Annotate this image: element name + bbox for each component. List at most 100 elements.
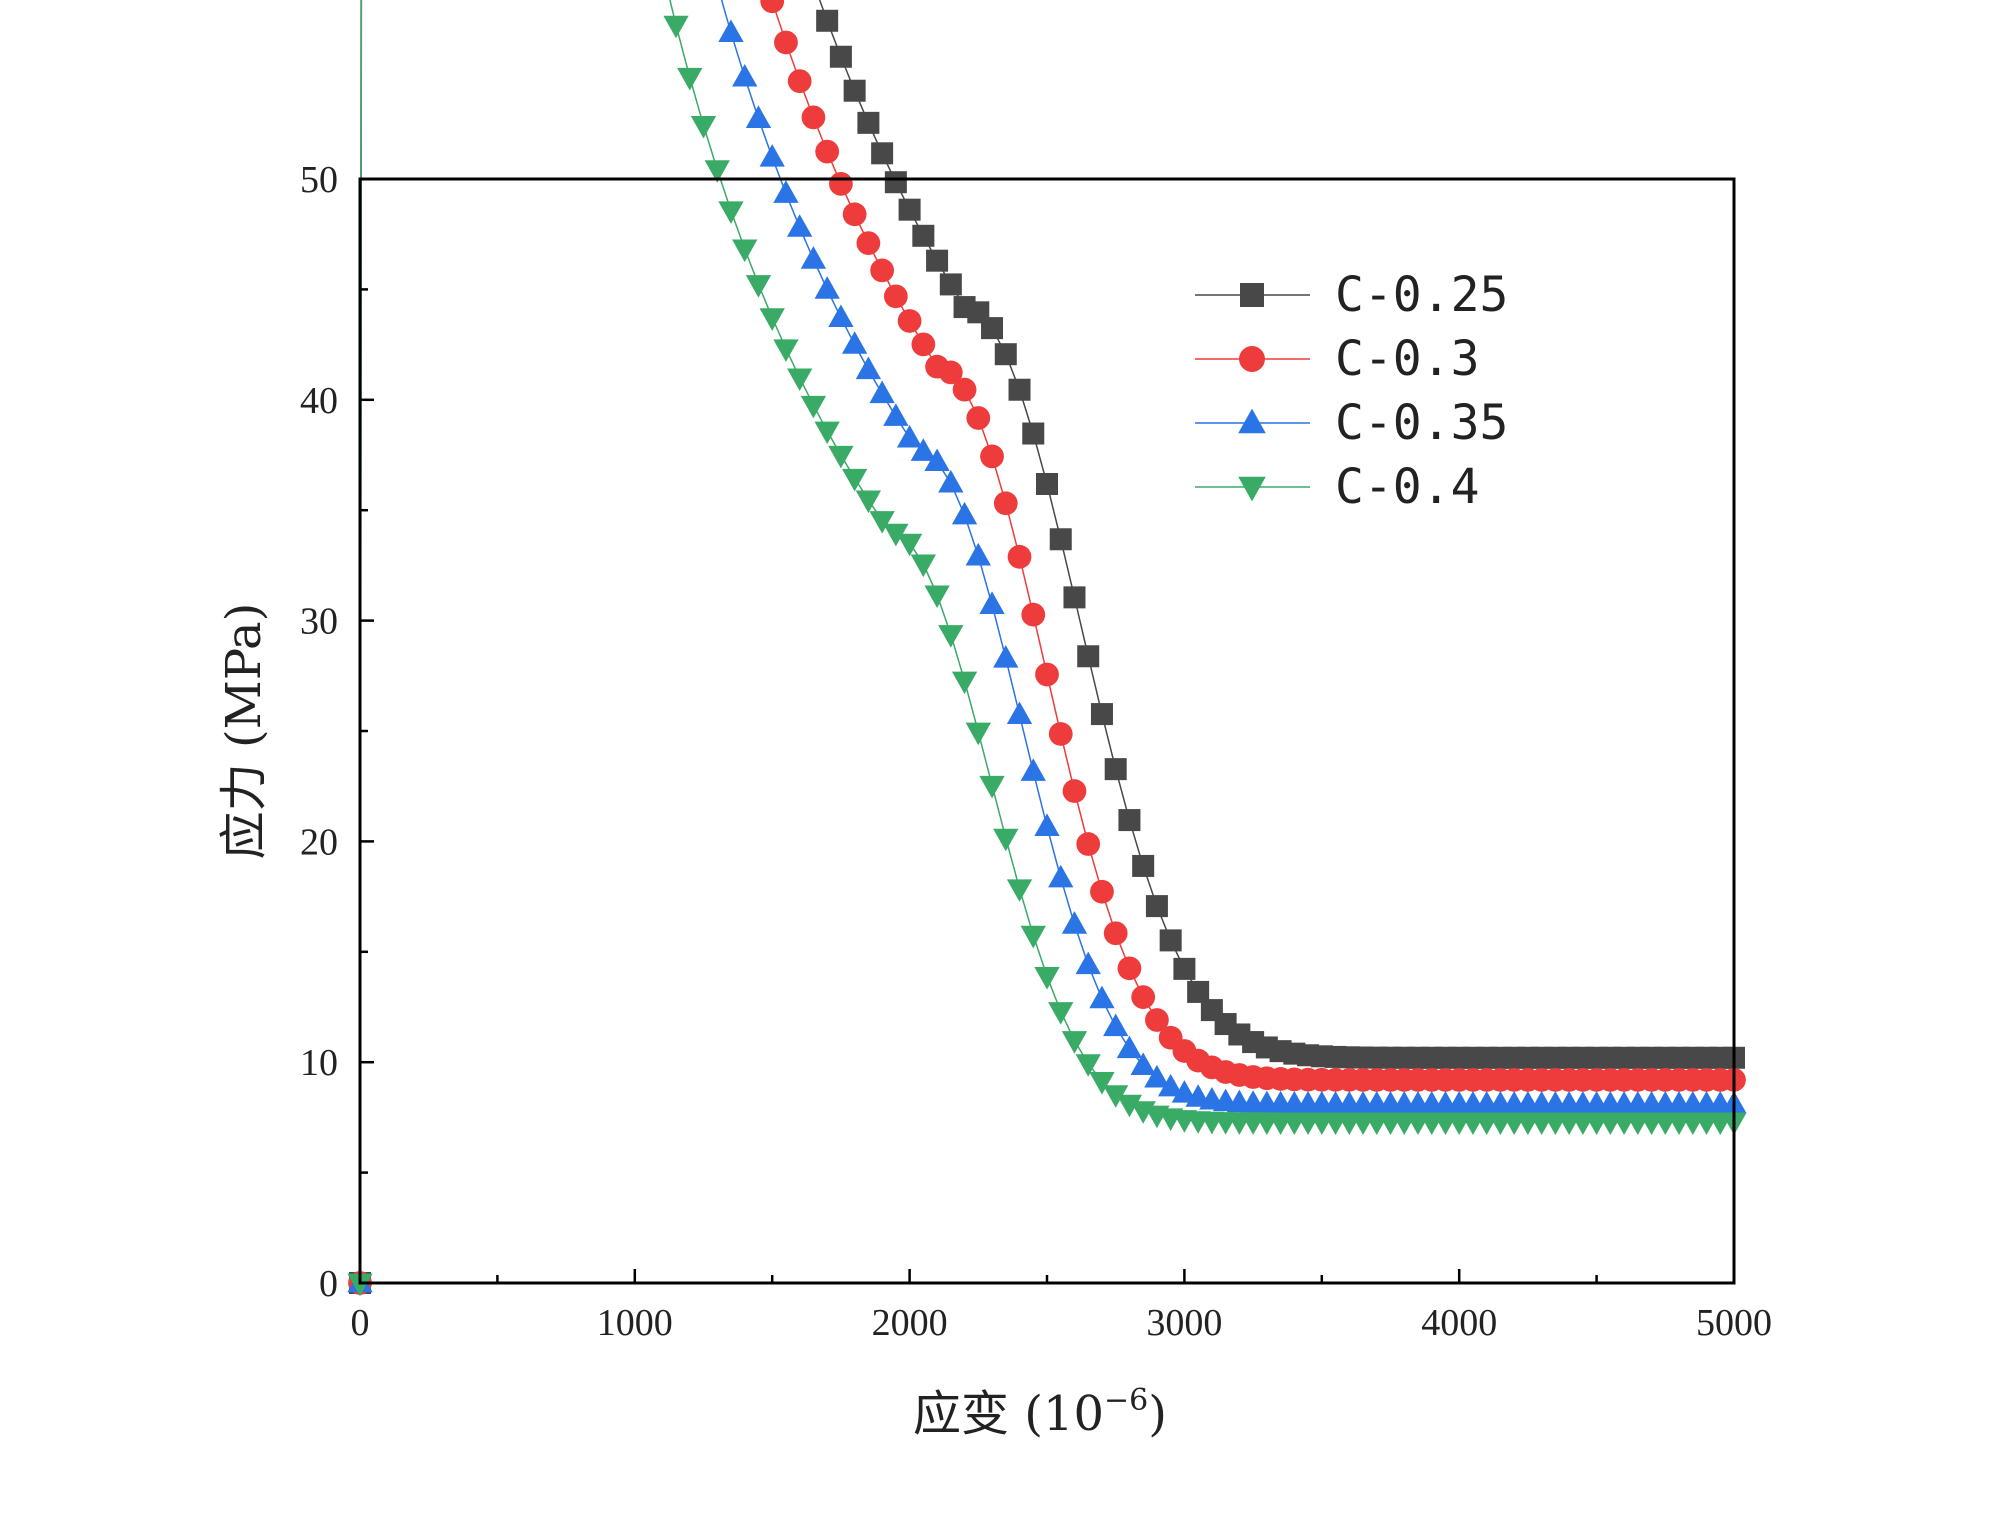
data-point <box>1132 854 1155 877</box>
data-point <box>774 30 798 55</box>
data-point <box>1061 911 1088 934</box>
legend-label: C-0.4 <box>1335 459 1480 515</box>
data-point <box>897 309 922 333</box>
data-point <box>1131 985 1156 1010</box>
data-point <box>871 142 894 165</box>
data-point <box>677 67 703 91</box>
x-tick-label: 5000 <box>1696 1302 1772 1344</box>
data-point <box>980 444 1004 469</box>
legend-item: C-0.4 <box>1195 459 1480 515</box>
y-tick-label: 20 <box>300 821 338 863</box>
legend-label: C-0.3 <box>1335 331 1480 387</box>
data-point <box>829 171 853 196</box>
data-point <box>1103 1013 1129 1037</box>
data-point <box>883 284 908 309</box>
data-point <box>965 542 991 566</box>
data-point <box>1076 832 1101 856</box>
data-point <box>1077 645 1100 668</box>
data-point <box>1048 722 1073 746</box>
data-point <box>994 343 1017 366</box>
data-point <box>760 0 785 14</box>
y-tick-label: 40 <box>300 380 338 422</box>
data-point <box>1145 895 1168 918</box>
data-point <box>745 105 772 128</box>
series-C-0.35 <box>347 0 1747 1293</box>
data-point <box>816 9 839 32</box>
data-point <box>1034 966 1060 990</box>
legend-item: C-0.25 <box>1195 267 1508 323</box>
data-point <box>1036 472 1058 495</box>
y-tick-label: 10 <box>300 1042 338 1084</box>
data-point <box>663 15 689 39</box>
data-point <box>1089 985 1115 1009</box>
data-point <box>1158 1073 1184 1097</box>
data-point <box>800 246 827 269</box>
data-point <box>732 239 758 263</box>
data-point <box>1007 544 1032 569</box>
data-point <box>815 139 840 164</box>
data-point <box>869 511 895 534</box>
data-point <box>718 201 744 224</box>
legend-label: C-0.25 <box>1335 267 1508 323</box>
data-point <box>1075 951 1101 975</box>
data-point <box>898 198 921 221</box>
x-tick-label: 2000 <box>872 1302 948 1344</box>
data-point <box>910 554 936 578</box>
legend-item: C-0.3 <box>1195 331 1480 387</box>
data-point <box>979 775 1005 799</box>
data-point <box>1048 1002 1074 1025</box>
y-tick-label: 0 <box>319 1263 338 1305</box>
data-point <box>951 671 978 695</box>
data-point <box>745 275 772 298</box>
data-point <box>1116 1094 1143 1118</box>
data-point <box>773 339 799 362</box>
ticks-layer <box>358 177 1736 1285</box>
data-point <box>870 258 894 283</box>
data-point <box>910 438 936 461</box>
legend-marker <box>1239 346 1265 372</box>
data-point <box>829 45 852 68</box>
data-point <box>883 403 909 426</box>
data-point <box>1006 879 1033 902</box>
series-C-0.3 <box>348 0 1746 1295</box>
data-point <box>869 380 895 404</box>
data-point <box>1089 1072 1115 1095</box>
data-point <box>1061 1031 1088 1054</box>
data-point <box>759 144 785 167</box>
data-point <box>1020 925 1046 949</box>
data-point <box>993 491 1018 516</box>
data-point <box>1090 879 1114 904</box>
data-point <box>690 115 717 139</box>
series-layer <box>347 0 1747 1297</box>
data-point <box>993 645 1019 668</box>
data-point <box>1021 602 1046 627</box>
data-point <box>1049 528 1072 551</box>
data-point <box>1008 378 1031 401</box>
data-point <box>952 377 977 402</box>
data-point <box>1171 1080 1198 1103</box>
data-point <box>912 224 935 247</box>
data-point <box>1173 957 1196 980</box>
data-point <box>1048 864 1074 888</box>
data-point <box>1075 1054 1101 1077</box>
x-tick-label: 3000 <box>1146 1302 1222 1344</box>
legend-marker <box>1238 408 1266 434</box>
data-point <box>1187 980 1210 1003</box>
data-point <box>1063 586 1086 609</box>
data-point <box>1145 1008 1169 1032</box>
legend-marker <box>1240 283 1264 307</box>
data-point <box>1022 422 1045 445</box>
x-tick-labels: 0 1000 2000 3000 4000 5000 <box>351 1302 1773 1344</box>
data-point <box>843 79 866 102</box>
data-point <box>787 214 813 237</box>
data-point <box>787 69 812 93</box>
legend-marker <box>1238 476 1266 502</box>
data-point <box>1118 809 1141 832</box>
series-C-0.25 <box>349 0 1745 1294</box>
data-point <box>347 1273 373 1297</box>
data-point <box>855 490 882 514</box>
data-point <box>732 63 758 87</box>
series-C-0.4 <box>347 0 1747 1297</box>
